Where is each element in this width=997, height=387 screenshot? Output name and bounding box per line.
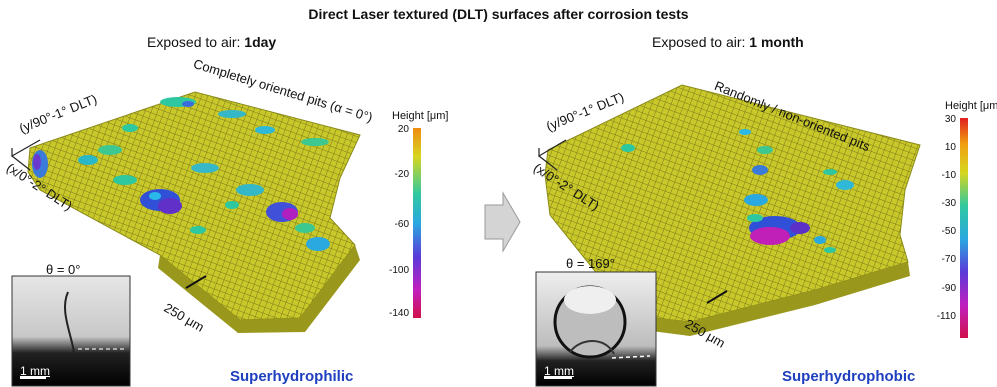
left-surface bbox=[27, 91, 361, 333]
right-colorbar-tick: -50 bbox=[941, 226, 956, 237]
left-scale-bar bbox=[185, 275, 207, 289]
right-photo-scale: 1 mm bbox=[544, 364, 574, 378]
right-droplet-photo bbox=[535, 271, 657, 387]
left-colorbar-tick: -20 bbox=[394, 169, 409, 180]
left-colorbar-tick: -100 bbox=[388, 265, 409, 276]
left-colorbar bbox=[413, 128, 421, 318]
right-heading: Exposed to air: 1 month bbox=[652, 34, 804, 50]
figure-title: Direct Laser textured (DLT) surfaces aft… bbox=[308, 6, 689, 22]
left-wetting-label: Superhydrophilic bbox=[230, 368, 354, 385]
right-wetting-label: Superhydrophobic bbox=[782, 368, 916, 385]
right-colorbar-tick: 10 bbox=[944, 142, 956, 153]
left-contact-angle: θ = 0° bbox=[46, 262, 81, 277]
right-colorbar-title: Height [μm] bbox=[945, 100, 997, 112]
right-contact-angle: θ = 169° bbox=[566, 256, 615, 271]
left-colorbar-tick: 20 bbox=[397, 124, 409, 135]
left-colorbar-tick: -60 bbox=[394, 219, 409, 230]
right-colorbar-tick: -110 bbox=[936, 311, 956, 322]
right-colorbar-tick: -90 bbox=[941, 283, 956, 294]
right-colorbar bbox=[960, 118, 968, 338]
left-droplet-photo bbox=[11, 275, 131, 387]
right-colorbar-tick: -30 bbox=[941, 198, 956, 209]
right-scale-bar bbox=[706, 290, 728, 304]
left-heading: Exposed to air: 1day bbox=[147, 34, 276, 50]
right-heading-duration: 1 month bbox=[749, 34, 804, 50]
right-colorbar-tick: -70 bbox=[941, 254, 956, 265]
transition-arrow bbox=[484, 191, 521, 253]
right-colorbar-tick: 30 bbox=[944, 114, 956, 125]
left-colorbar-tick: -140 bbox=[388, 308, 409, 319]
right-heading-prefix: Exposed to air: bbox=[652, 34, 750, 50]
left-colorbar-title: Height [μm] bbox=[392, 110, 449, 122]
left-heading-prefix: Exposed to air: bbox=[147, 34, 245, 50]
left-photo-scale: 1 mm bbox=[20, 364, 50, 378]
left-heading-duration: 1day bbox=[244, 34, 277, 50]
right-colorbar-tick: -10 bbox=[941, 170, 956, 181]
